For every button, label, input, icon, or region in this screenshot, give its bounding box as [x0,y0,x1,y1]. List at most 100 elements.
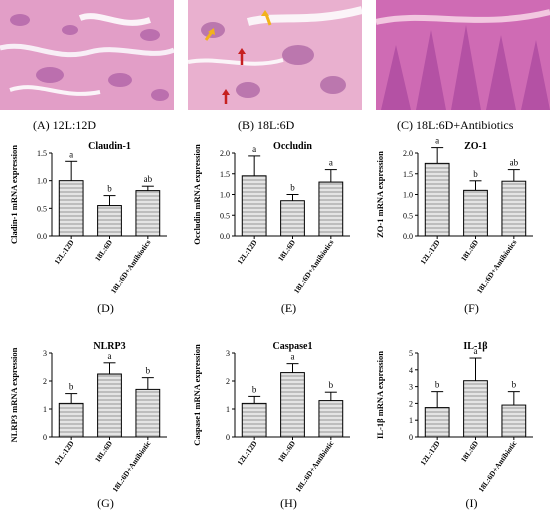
chart-claudin-1: Claudin-1 Cladin-1 mRNA expression 0.0 0.5 1… [0,133,183,318]
y-tick-label: 1.0 [403,191,413,200]
y-axis-label: Occludin mRNA expression [192,144,202,245]
y-tick-label: 2 [226,377,230,386]
bar [463,380,488,438]
y-tick-label: 3 [409,383,413,392]
chart-title: Occludin [273,141,312,152]
significance-letter: b [435,380,440,390]
x-tick-label: 18L:6D+Antibiotic [293,438,335,493]
y-tick-label: 0 [43,433,47,442]
bar [280,372,305,438]
chart-title: Claudin-1 [88,141,131,152]
panel-label: (G) [97,496,114,510]
y-tick-label: 2.0 [220,149,230,158]
chart-title: IL-1β [463,341,487,352]
significance-letter: b [252,384,257,394]
bar [501,404,527,438]
chart-nlrp3: NLRP3 NLRP3 mRNA expression 0 1 2 3 b 12L:12D a 1… [0,325,183,513]
significance-letter: b [290,183,295,193]
bar [135,388,161,438]
y-tick-label: 5 [409,349,413,358]
y-tick-label: 4 [409,366,413,375]
x-tick-label: 18L:6D [459,439,481,464]
chart-title: Caspase1 [272,341,312,352]
bar [424,162,450,237]
y-tick-label: 0 [409,433,413,442]
panel-label: (I) [466,496,478,510]
yellow-arrow-icon [261,10,272,26]
panel-label: (E) [281,301,296,315]
chart-caspase1: Caspase1 Caspase1 mRNA expression 0 1 2 3 b 12L… [183,325,366,513]
bar [241,175,267,237]
chart-svg: ZO-1 ZO-1 mRNA expression 0.0 0.5 1.0 1.5 2.0 a… [375,136,533,315]
x-tick-label: 18L:6D+Antibiotics [475,238,519,295]
bar [97,205,122,237]
y-tick-label: 1.0 [37,177,47,186]
histology-label-b: (B) 18L:6D [238,118,295,132]
bar [241,402,267,438]
chart-svg: IL-1β IL-1β mRNA expression 0 1 2 3 4 5 b 12L:12D… [375,341,533,510]
y-tick-label: 1.5 [220,170,230,179]
y-tick-label: 0.5 [37,204,47,213]
x-tick-label: 12L:12D [418,238,442,267]
red-arrow-icon [222,89,230,104]
y-axis-label: ZO-1 mRNA expression [375,151,385,238]
chart-svg: Claudin-1 Cladin-1 mRNA expression 0.0 0.5 1… [9,141,167,315]
y-tick-label: 0.5 [220,211,230,220]
x-tick-label: 12L:12D [235,439,259,468]
yellow-arrow-icon [204,28,215,41]
panel-label: (F) [464,301,479,315]
y-tick-label: 0.0 [220,232,230,241]
panel-label: (H) [280,496,297,510]
y-tick-label: 0.5 [403,211,413,220]
significance-letter: b [473,169,478,179]
y-tick-label: 2 [409,399,413,408]
y-tick-label: 1 [409,416,413,425]
x-tick-label: 18L:6D+Antibiotics [292,238,336,295]
y-tick-label: 3 [43,349,47,358]
x-tick-label: 18L:6D [276,439,298,464]
bar [58,402,84,438]
chart-title: NLRP3 [93,341,125,352]
significance-letter: b [329,380,334,390]
histology-label-c: (C) 18L:6D+Antibiotics [397,118,514,132]
chart-svg: NLRP3 NLRP3 mRNA expression 0 1 2 3 b 12L:12D a 1… [9,341,167,510]
x-tick-label: 18L:6D [459,238,481,263]
y-tick-label: 1.5 [403,170,413,179]
chart-svg: Caspase1 Caspase1 mRNA expression 0 1 2 3 b 12L… [192,341,350,510]
x-tick-label: 12L:12D [52,439,76,468]
bar [463,189,488,237]
significance-letter: a [329,158,333,168]
histology-label-a: (A) 12L:12D [33,118,96,132]
x-tick-label: 18L:6D [93,238,115,263]
y-tick-label: 0 [226,433,230,442]
bar [58,180,84,237]
bar [501,180,527,237]
significance-letter: b [512,380,517,390]
y-tick-label: 1.5 [37,149,47,158]
significance-letter: a [252,144,256,154]
y-axis-label: Cladin-1 mRNA expression [9,145,19,244]
significance-letter: a [108,351,112,361]
bar [135,190,161,237]
bar [280,200,305,237]
histology-image-a [0,0,174,110]
x-tick-label: 12L:12D [235,238,259,267]
y-tick-label: 0.0 [403,232,413,241]
significance-letter: a [69,149,73,159]
x-tick-label: 18L:6D+Antibiotic [476,438,518,493]
bar [424,407,450,438]
y-tick-label: 1 [43,405,47,414]
significance-letter: ab [510,158,519,168]
bar [97,373,122,438]
bar [318,400,344,438]
significance-letter: b [69,382,74,392]
x-tick-label: 18L:6D [276,238,298,263]
significance-letter: a [435,136,439,146]
significance-letter: b [146,366,151,376]
chart-title: ZO-1 [464,141,487,152]
x-tick-label: 18L:6D [93,439,115,464]
y-tick-label: 2 [43,377,47,386]
x-tick-label: 18L:6D+Antibiotics [109,238,153,295]
y-tick-label: 2.0 [403,149,413,158]
x-tick-label: 12L:12D [418,439,442,468]
